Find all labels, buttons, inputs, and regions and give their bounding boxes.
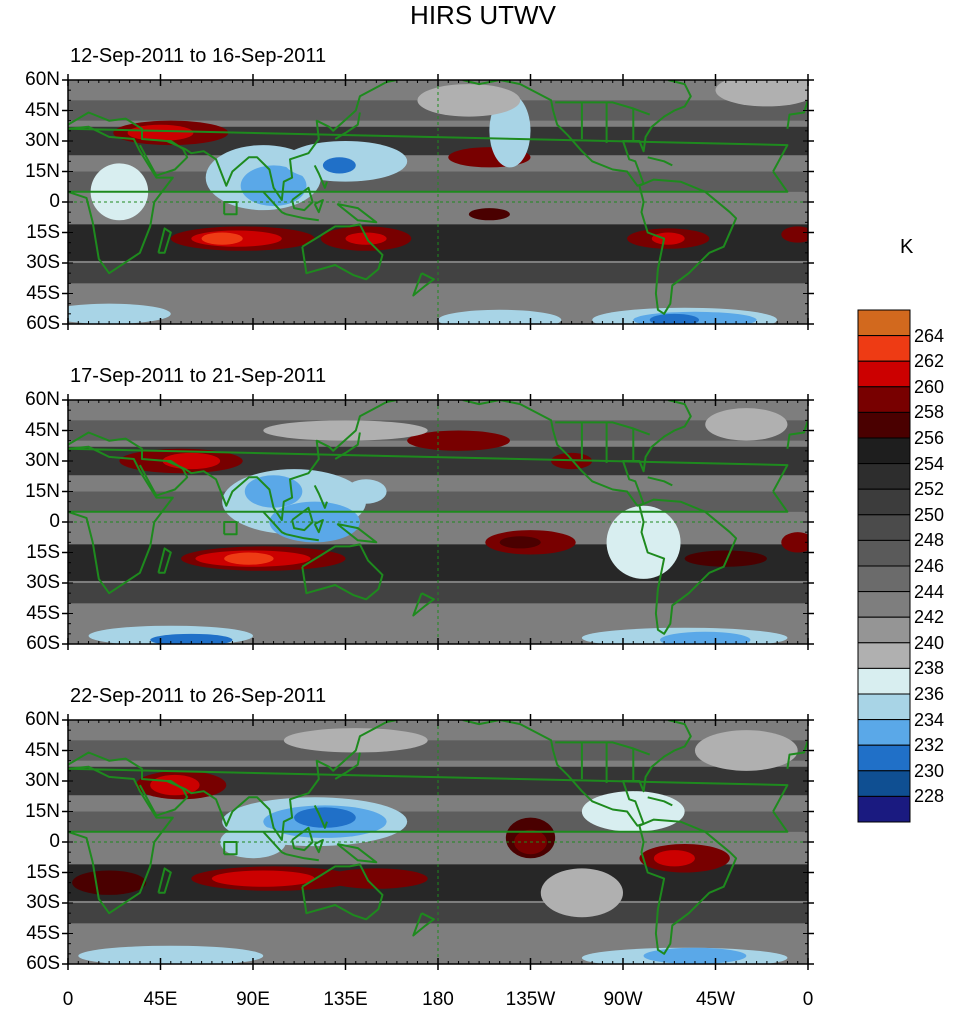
colorbar-label: 254 bbox=[914, 453, 945, 474]
panel-2-title: 17-Sep-2011 to 21-Sep-2011 bbox=[70, 365, 327, 387]
lat-tick-label: 15N bbox=[25, 160, 60, 182]
lon-tick-label: 135W bbox=[505, 989, 556, 1010]
lon-tick-label: 0 bbox=[62, 989, 74, 1010]
lat-tick-label: 60N bbox=[25, 389, 60, 410]
colorbar-swatch bbox=[857, 463, 911, 490]
lon-tick-label: 45W bbox=[695, 989, 736, 1010]
lat-tick-label: 60N bbox=[25, 69, 60, 90]
colorbar-swatch bbox=[857, 514, 911, 541]
lat-tick-label: 30N bbox=[25, 450, 60, 471]
colorbar-label: 238 bbox=[914, 658, 945, 679]
colorbar-swatch bbox=[857, 360, 911, 388]
lon-tick-label: 180 bbox=[422, 989, 454, 1010]
figure-title: HIRS UTWV bbox=[410, 0, 556, 30]
panel-3-title: 22-Sep-2011 to 26-Sep-2011 bbox=[70, 685, 327, 707]
map-panel-3 bbox=[68, 720, 808, 964]
lat-tick-label: 0 bbox=[49, 511, 60, 532]
colorbar-label: 262 bbox=[914, 351, 945, 372]
lat-tick-label: 0 bbox=[49, 191, 60, 212]
colorbar-swatch bbox=[857, 335, 911, 362]
colorbar-label: 234 bbox=[914, 709, 945, 730]
colorbar-swatch bbox=[857, 642, 911, 669]
lat-tick-label: 45S bbox=[26, 602, 60, 624]
lat-tick-label: 30N bbox=[25, 770, 60, 791]
lat-tick-label: 45N bbox=[25, 99, 60, 121]
lat-tick-label: 15S bbox=[26, 541, 60, 563]
colorbar-swatch bbox=[857, 386, 911, 413]
colorbar-swatch bbox=[857, 437, 911, 465]
colorbar-swatch bbox=[857, 591, 911, 618]
colorbar-swatch bbox=[857, 770, 911, 797]
lat-tick-label: 45S bbox=[26, 922, 60, 944]
lat-tick-label: 45N bbox=[25, 419, 60, 441]
lat-tick-label: 60S bbox=[26, 633, 60, 654]
colorbar-label: 246 bbox=[914, 556, 945, 576]
lat-tick-label: 30S bbox=[26, 252, 60, 273]
colorbar-label: 248 bbox=[914, 530, 945, 551]
colorbar-swatch bbox=[857, 565, 911, 593]
colorbar-label: 230 bbox=[914, 760, 945, 781]
lat-tick-label: 30S bbox=[26, 572, 60, 593]
lat-tick-label: 45N bbox=[25, 739, 60, 761]
colorbar-label: 264 bbox=[914, 325, 945, 346]
colorbar bbox=[857, 309, 911, 823]
colorbar-swatch bbox=[857, 309, 911, 337]
map-panel-2 bbox=[68, 400, 808, 644]
colorbar-label: 232 bbox=[914, 735, 945, 756]
lat-tick-label: 60S bbox=[26, 313, 60, 334]
colorbar-swatch bbox=[857, 411, 911, 439]
colorbar-label: 240 bbox=[914, 632, 945, 653]
lon-tick-label: 45E bbox=[143, 989, 178, 1010]
lon-tick-label: 90E bbox=[236, 989, 270, 1010]
lat-tick-label: 15N bbox=[25, 800, 60, 822]
colorbar-swatch bbox=[857, 744, 911, 772]
colorbar-label: 244 bbox=[914, 581, 945, 602]
colorbar-swatch bbox=[857, 719, 911, 746]
lon-tick-label: 90W bbox=[603, 989, 643, 1010]
lat-tick-label: 60N bbox=[25, 709, 60, 730]
colorbar-swatch bbox=[857, 667, 911, 695]
colorbar-label: 258 bbox=[914, 402, 945, 423]
colorbar-swatch bbox=[857, 539, 911, 567]
map-panel-1 bbox=[68, 80, 808, 324]
lon-tick-label: 0 bbox=[802, 989, 814, 1010]
colorbar-label: 242 bbox=[914, 607, 945, 628]
lat-tick-label: 15S bbox=[26, 221, 60, 243]
colorbar-label: 252 bbox=[914, 479, 945, 500]
colorbar-label: 236 bbox=[914, 684, 945, 704]
colorbar-swatch bbox=[857, 693, 911, 721]
colorbar-swatch bbox=[857, 488, 911, 516]
colorbar-label: 256 bbox=[914, 428, 945, 448]
colorbar-unit: K bbox=[900, 236, 914, 258]
lat-tick-label: 15S bbox=[26, 861, 60, 883]
lat-tick-label: 30N bbox=[25, 130, 60, 151]
colorbar-label: 260 bbox=[914, 376, 945, 397]
lat-tick-label: 60S bbox=[26, 953, 60, 974]
lon-tick-label: 135E bbox=[323, 989, 368, 1010]
lat-tick-label: 30S bbox=[26, 892, 60, 913]
lat-tick-label: 45S bbox=[26, 282, 60, 304]
colorbar-swatch bbox=[857, 616, 911, 644]
colorbar-label: 250 bbox=[914, 504, 945, 525]
colorbar-swatch bbox=[857, 795, 911, 823]
colorbar-label: 228 bbox=[914, 786, 945, 807]
panel-1-title: 12-Sep-2011 to 16-Sep-2011 bbox=[70, 45, 327, 67]
lat-tick-label: 15N bbox=[25, 480, 60, 502]
lat-tick-label: 0 bbox=[49, 831, 60, 852]
